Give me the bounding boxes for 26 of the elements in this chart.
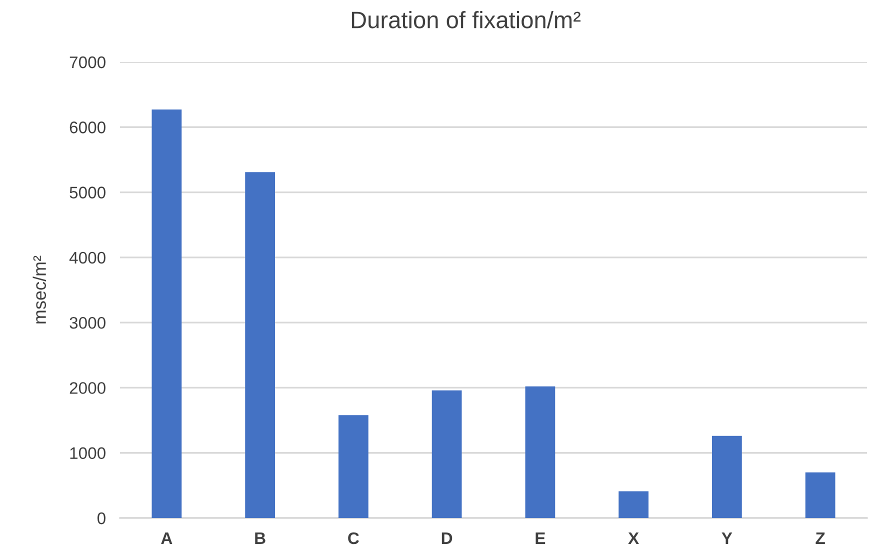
bar [618, 491, 648, 518]
y-tick-label: 1000 [70, 447, 106, 460]
chart-title: Duration of fixation/m² [352, 10, 581, 28]
x-tick-label: B [255, 532, 266, 544]
x-tick-label: X [628, 532, 639, 544]
x-tick-label: D [442, 532, 452, 544]
x-tick-label: E [536, 532, 546, 544]
bar [805, 472, 836, 518]
x-tick-label: Z [816, 532, 825, 544]
y-tick-label: 3000 [70, 316, 106, 329]
bar [245, 172, 275, 518]
y-axis-title: msec/m² [32, 256, 46, 324]
bar [525, 386, 556, 518]
bar [338, 415, 368, 518]
y-tick-label: 6000 [70, 122, 106, 134]
x-tick-label: Y [722, 532, 732, 544]
x-tick-label: A [161, 532, 172, 544]
y-tick-label: 0 [97, 512, 106, 524]
y-tick-label: 7000 [70, 56, 106, 68]
x-tick-label: C [348, 532, 359, 544]
bar [712, 436, 742, 518]
y-tick-label: 4000 [69, 252, 106, 264]
y-tick-label: 2000 [70, 382, 106, 394]
bar [152, 110, 182, 518]
bar [432, 390, 462, 518]
y-tick-label: 5000 [70, 186, 106, 198]
